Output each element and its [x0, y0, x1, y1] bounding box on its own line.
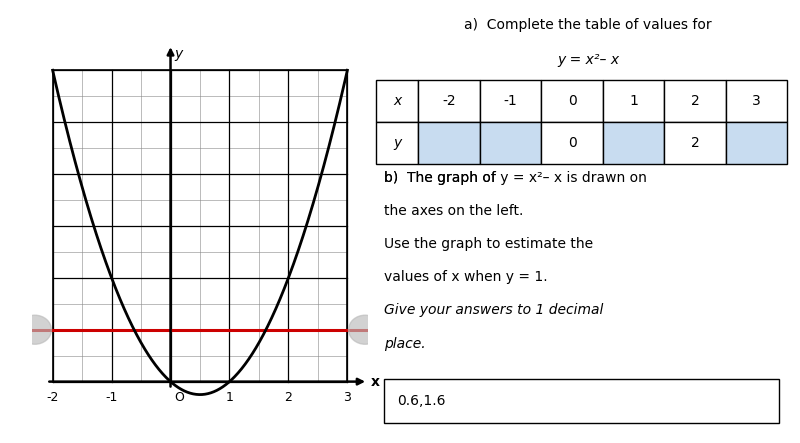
Text: 0: 0 [568, 136, 577, 150]
Text: values of x when y = 1.: values of x when y = 1. [385, 270, 548, 284]
Bar [376, 80, 418, 122]
Text: the axes on the left.: the axes on the left. [385, 204, 524, 218]
Text: -2: -2 [442, 94, 456, 108]
Bar [726, 80, 787, 122]
Circle shape [349, 315, 382, 344]
Text: y = x²– x: y = x²– x [557, 53, 619, 67]
Text: 1: 1 [226, 391, 234, 404]
Bar [603, 80, 664, 122]
Text: a)  Complete the table of values for: a) Complete the table of values for [464, 18, 712, 32]
Text: 2: 2 [285, 391, 292, 404]
Bar [542, 122, 603, 164]
Bar [603, 122, 664, 164]
Text: Give your answers to 1 decimal: Give your answers to 1 decimal [385, 303, 604, 318]
Text: -2: -2 [46, 391, 59, 404]
Text: O: O [174, 391, 185, 404]
Text: y: y [393, 136, 402, 150]
Bar [542, 80, 603, 122]
Text: x: x [371, 375, 380, 389]
Text: 0.6,1.6: 0.6,1.6 [397, 394, 446, 408]
Bar [664, 122, 726, 164]
Text: 3: 3 [343, 391, 351, 404]
Bar [480, 122, 542, 164]
Bar [376, 122, 418, 164]
Text: 3: 3 [752, 94, 761, 108]
Bar [480, 80, 542, 122]
Text: Use the graph to estimate the: Use the graph to estimate the [385, 237, 594, 251]
Text: b)  The graph of y = x²– x is drawn on: b) The graph of y = x²– x is drawn on [385, 171, 647, 185]
Bar [385, 379, 778, 423]
Text: y: y [174, 47, 183, 61]
Text: 2: 2 [690, 94, 699, 108]
Text: 1: 1 [629, 94, 638, 108]
Text: b)  The graph of: b) The graph of [385, 171, 501, 185]
Bar [664, 80, 726, 122]
Bar [418, 80, 480, 122]
Text: -1: -1 [504, 94, 518, 108]
Text: 2: 2 [690, 136, 699, 150]
Bar [418, 122, 480, 164]
Text: place.: place. [385, 337, 426, 351]
Text: -1: -1 [106, 391, 118, 404]
Text: 0: 0 [568, 94, 577, 108]
Bar [53, 70, 347, 381]
Circle shape [18, 315, 51, 344]
Text: x: x [393, 94, 402, 108]
Bar [726, 122, 787, 164]
